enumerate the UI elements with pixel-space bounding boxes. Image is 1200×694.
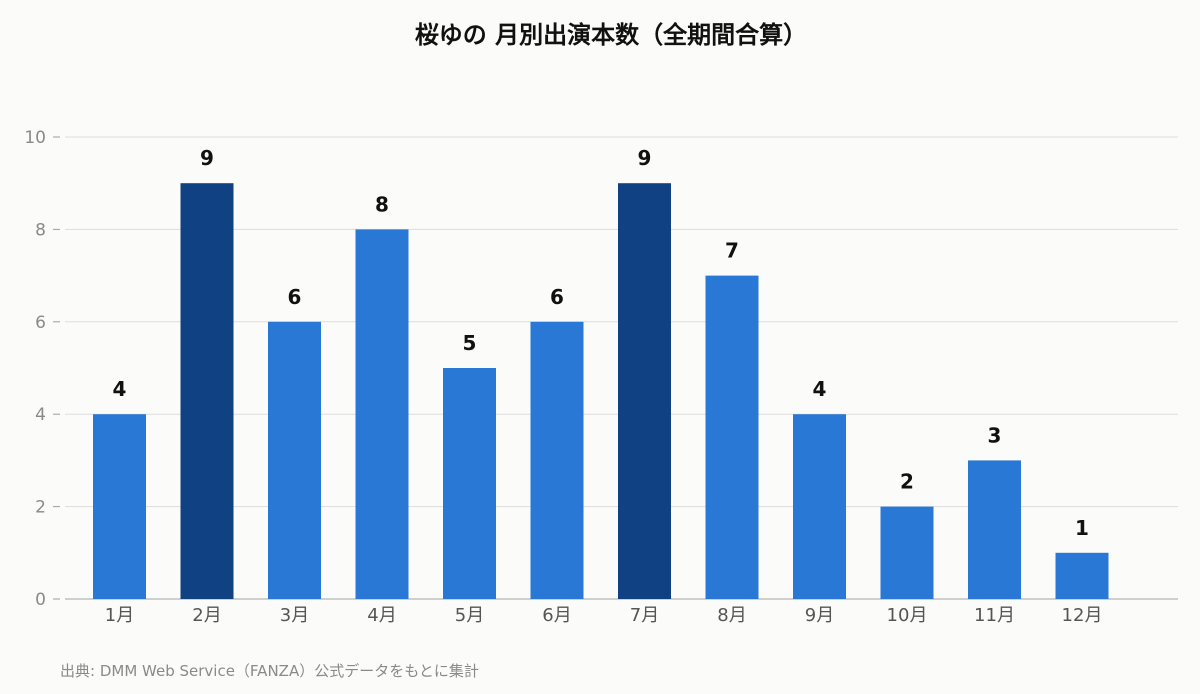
bar — [530, 321, 584, 599]
data-label: 4 — [113, 377, 127, 401]
x-tick-label: 10月 — [887, 605, 928, 626]
data-label: 6 — [550, 285, 564, 309]
x-tick-label: 5月 — [455, 605, 484, 626]
bar — [180, 183, 234, 599]
data-label: 9 — [638, 146, 652, 170]
x-tick-label: 11月 — [974, 605, 1015, 626]
bar — [1055, 552, 1109, 599]
bar — [705, 275, 759, 599]
data-label: 7 — [725, 239, 739, 263]
data-label: 4 — [813, 377, 827, 401]
x-tick-label: 9月 — [805, 605, 834, 626]
data-label: 9 — [200, 146, 214, 170]
data-label: 2 — [900, 470, 914, 494]
chart-title: 桜ゆの 月別出演本数（全期間合算） — [415, 21, 807, 49]
x-tick-label: 3月 — [280, 605, 309, 626]
data-label: 1 — [1075, 516, 1089, 540]
data-label: 3 — [988, 423, 1002, 447]
data-label: 8 — [375, 192, 389, 216]
bar — [618, 183, 671, 599]
x-tick-label: 2月 — [192, 605, 221, 626]
bar — [93, 414, 146, 599]
y-tick-label: 8 — [35, 220, 46, 240]
bar — [968, 460, 1021, 599]
x-tick-label: 1月 — [105, 605, 134, 626]
y-tick-label: 6 — [35, 313, 46, 333]
y-tick-label: 0 — [35, 590, 46, 610]
data-label: 5 — [463, 331, 477, 355]
x-tick-label: 12月 — [1062, 605, 1103, 626]
bar — [268, 321, 321, 599]
x-tick-label: 7月 — [630, 605, 659, 626]
bar — [443, 368, 496, 599]
x-tick-label: 8月 — [717, 605, 746, 626]
x-tick-label: 6月 — [542, 605, 571, 626]
y-tick-label: 2 — [35, 498, 46, 518]
labels-layer: 4 1月 9 2月 6 3月 8 4月 5 5月 6 6月 9 7月 7 8月 4 9月 2 10月 3 11月 1 12月 — [105, 146, 1103, 626]
y-tick-label: 4 — [35, 405, 46, 425]
data-label: 6 — [288, 285, 302, 309]
bar — [355, 229, 409, 599]
y-tick-label: 10 — [24, 128, 46, 148]
bar — [880, 506, 934, 599]
source-note: 出典: DMM Web Service（FANZA）公式データをもとに集計 — [60, 662, 479, 680]
x-tick-label: 4月 — [367, 605, 396, 626]
bar — [793, 414, 846, 599]
bars-layer — [93, 183, 1109, 599]
